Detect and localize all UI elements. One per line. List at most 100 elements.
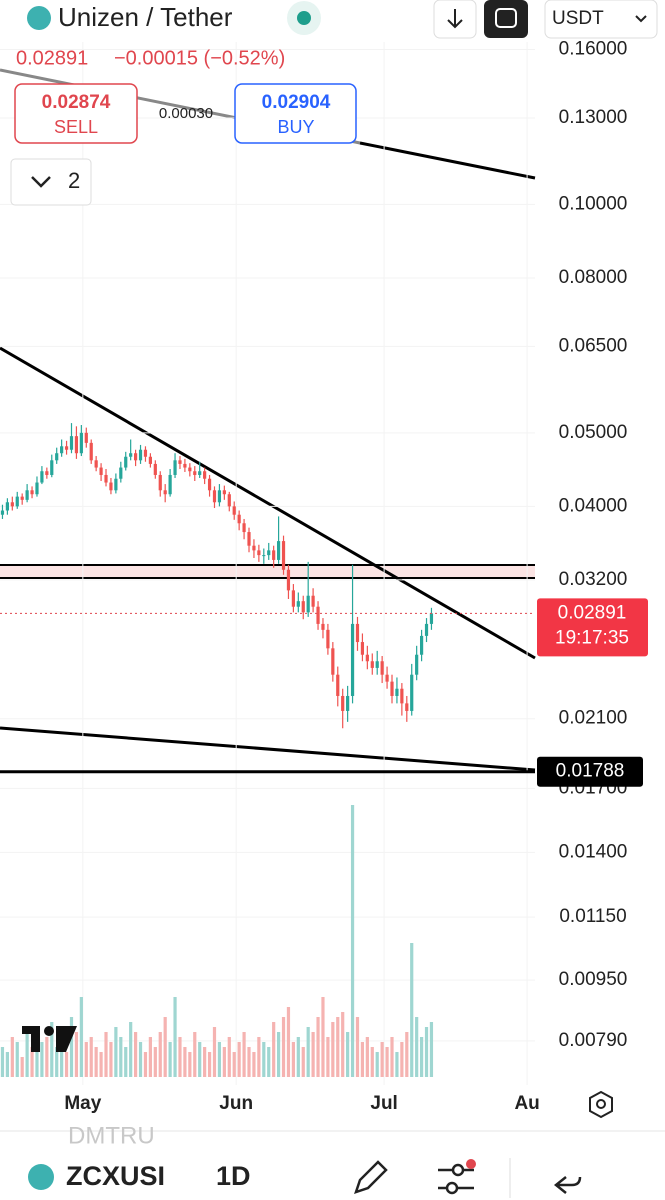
candle-body — [326, 629, 330, 649]
candle-body — [400, 688, 404, 704]
candle-body — [257, 550, 261, 556]
candle-body — [104, 474, 108, 483]
candle-body — [84, 432, 88, 443]
candle-body — [272, 550, 276, 560]
volume-bar — [400, 1042, 404, 1077]
y-tick-label: 0.10000 — [559, 193, 628, 214]
volume-bar — [276, 1032, 281, 1077]
plot — [0, 40, 535, 1085]
last-price-box — [537, 598, 648, 657]
sell-button[interactable] — [14, 83, 138, 144]
settings-icon[interactable] — [589, 1090, 613, 1119]
volume-bar — [119, 1037, 123, 1077]
volume-bar — [419, 1037, 424, 1077]
candle-body — [336, 674, 340, 696]
candle-body — [79, 432, 83, 454]
candle-body — [415, 654, 419, 675]
candle-body — [252, 545, 256, 551]
candle-body — [410, 674, 414, 711]
undo[interactable] — [553, 1176, 582, 1194]
currency-select[interactable] — [544, 0, 658, 39]
volume-bar — [242, 1032, 246, 1077]
volume-bar — [30, 1047, 34, 1077]
candle-body — [109, 482, 113, 491]
indicators-count: 2 — [68, 168, 80, 193]
volume-bar — [25, 1032, 29, 1077]
settings-dot — [596, 1099, 606, 1109]
volume-bar — [237, 1042, 241, 1077]
volume-bar — [360, 1042, 365, 1077]
candle-body — [262, 555, 266, 557]
volume-bar — [286, 1007, 291, 1077]
last-price-label: 0.02891 — [558, 602, 627, 623]
footer-symbol[interactable]: ZCXUSI — [66, 1161, 165, 1191]
volume-bar — [350, 805, 355, 1077]
volume-bar — [129, 1022, 133, 1077]
volume-bar — [183, 1047, 187, 1077]
chevron — [31, 176, 51, 188]
candle-body — [291, 590, 295, 607]
y-tick-label: 0.01400 — [559, 841, 628, 862]
candle-body — [198, 471, 202, 475]
volume-bar — [15, 1042, 19, 1077]
volume-bar — [331, 1022, 335, 1077]
settings-sliders[interactable] — [438, 1163, 474, 1195]
volume-bar — [104, 1032, 108, 1077]
sell-label: SELL — [54, 117, 98, 137]
countdown: 19:17:35 — [555, 627, 629, 648]
y-tick-label: 0.02100 — [559, 708, 628, 729]
candle-body — [232, 506, 236, 515]
y-tick-label: 0.04000 — [559, 495, 628, 516]
candle-body — [143, 449, 148, 457]
interval[interactable]: 1D — [216, 1161, 251, 1191]
volume-bar — [188, 1052, 192, 1077]
candle-body — [380, 661, 384, 675]
candle-body — [331, 648, 335, 675]
buy-button[interactable] — [234, 83, 357, 144]
candle-body — [311, 595, 315, 607]
x-tick-label: Jun — [219, 1093, 253, 1114]
symbol-title[interactable]: Unizen / Tether — [58, 2, 233, 32]
candle-body — [35, 482, 39, 495]
indicators-toggle[interactable] — [10, 158, 92, 206]
candle-body — [99, 467, 103, 475]
tv-logo — [22, 1026, 77, 1052]
volume-bar — [326, 1037, 330, 1077]
volume-bar — [395, 1052, 399, 1077]
fullscreen-button[interactable] — [484, 0, 528, 38]
candle-body — [5, 502, 9, 511]
candle-body — [153, 463, 157, 475]
volume-bar — [390, 1037, 394, 1077]
candle-body — [375, 661, 379, 668]
candle-body — [286, 569, 291, 591]
candle-body — [193, 471, 197, 475]
candle-body — [346, 695, 350, 711]
draw-tool[interactable] — [354, 1160, 388, 1194]
volume-bar — [45, 1037, 49, 1077]
download-icon — [447, 9, 463, 29]
volume-bar — [84, 1042, 88, 1077]
candle-body — [163, 490, 167, 495]
candle-body — [385, 674, 389, 682]
candle-body — [405, 703, 409, 711]
volume-bar — [385, 1047, 389, 1077]
volume-bar — [124, 1047, 128, 1077]
volume-bar — [5, 1052, 9, 1077]
candle-body — [64, 446, 69, 450]
candle-body — [30, 490, 34, 495]
y-tick-label: 0.05000 — [559, 422, 628, 443]
volume-bar — [158, 1032, 162, 1077]
candle-body — [301, 601, 305, 613]
candle-body — [419, 635, 424, 655]
candle-body — [94, 460, 98, 468]
candle-body — [69, 436, 74, 450]
volume-bar — [114, 1027, 118, 1077]
volume-bar — [109, 1042, 113, 1077]
volume-bar — [257, 1037, 261, 1077]
volume-bar — [74, 1032, 79, 1077]
candle-body — [178, 460, 182, 464]
buy-price: 0.02904 — [262, 92, 331, 113]
volume-bar — [380, 1042, 384, 1077]
volume-bar — [370, 1047, 374, 1077]
